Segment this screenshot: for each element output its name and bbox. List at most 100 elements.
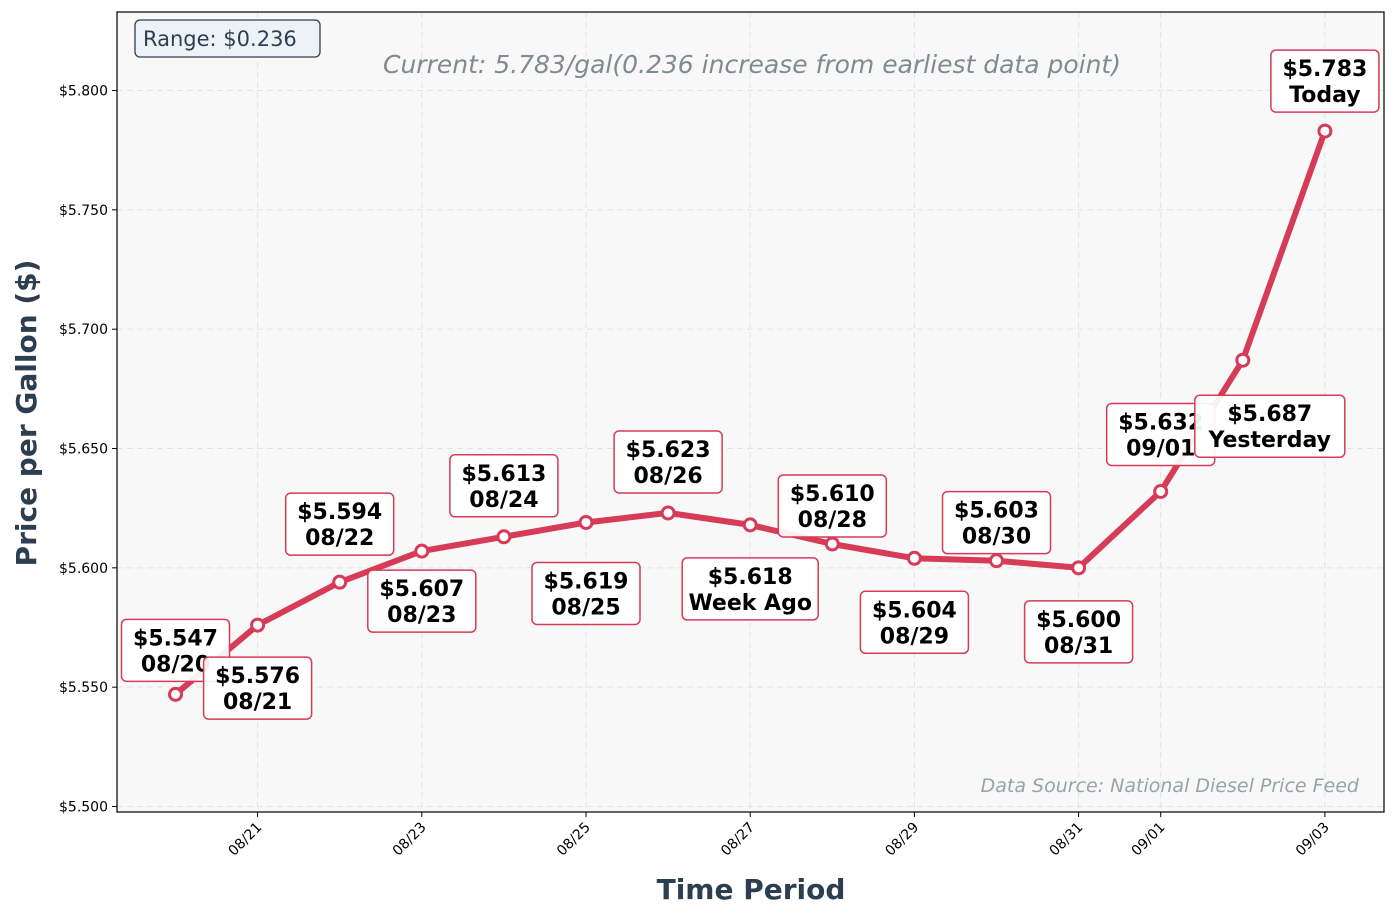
point-label-tag: 08/29 <box>880 624 949 649</box>
point-label-value: $5.594 <box>297 500 382 525</box>
point-label-tag: 08/25 <box>551 595 620 620</box>
point-label-box <box>367 569 477 633</box>
point-label-tag: Week Ago <box>688 591 812 616</box>
data-point <box>414 543 430 559</box>
y-tick-label: $5.550 <box>59 680 108 696</box>
y-axis-title: Price per Gallon ($) <box>10 260 43 567</box>
price-series <box>168 123 1333 702</box>
point-label-value: $5.613 <box>461 462 546 487</box>
point-label-tag: 08/22 <box>305 526 374 551</box>
point-label-box <box>859 590 970 655</box>
point-label-tag: Today <box>1289 83 1360 108</box>
point-label-tag: 08/24 <box>469 488 538 513</box>
data-point <box>742 517 758 533</box>
point-label-value: $5.604 <box>872 598 957 623</box>
point-label-tag: Yesterday <box>1208 428 1331 453</box>
point-label-box <box>284 492 395 556</box>
point-label-value: $5.576 <box>215 664 300 689</box>
point-label-tag: 08/30 <box>962 525 1031 550</box>
point-label-value: $5.619 <box>544 569 629 594</box>
point-label-tag: 09/01 <box>1126 436 1195 461</box>
point-label-tag: 08/21 <box>223 690 292 715</box>
data-point <box>906 550 922 566</box>
point-label-box <box>120 618 231 683</box>
data-point <box>1317 123 1333 139</box>
data-point <box>660 505 676 521</box>
x-tick-label: 08/21 <box>226 820 266 860</box>
x-tick-label: 08/29 <box>882 820 922 860</box>
point-label-tag: 08/31 <box>1044 634 1113 659</box>
data-point <box>332 574 348 590</box>
point-label-box <box>1270 49 1380 113</box>
y-tick-label: $5.500 <box>59 800 108 816</box>
data-point <box>1153 483 1169 499</box>
data-point <box>168 686 183 702</box>
x-axis-ticks: 08/21 08/23 08/25 08/27 08/29 08/31 09/01 09/03 <box>226 812 1333 859</box>
point-label-box <box>449 454 559 518</box>
point-label-value: $5.603 <box>954 499 1039 524</box>
point-label-box <box>531 561 641 626</box>
point-label-value: $5.600 <box>1036 608 1121 633</box>
point-label-value: $5.607 <box>379 577 464 602</box>
point-label-value: $5.687 <box>1227 402 1312 427</box>
point-label-value: $5.618 <box>708 565 793 590</box>
range-box-text: Range: $0.236 <box>143 27 297 51</box>
y-axis-ticks: $5.500 $5.550 $5.600 $5.650 $5.700 $5.750 $5.8… <box>59 84 117 816</box>
range-box: Range: $0.236 <box>134 19 321 58</box>
data-point <box>989 553 1004 569</box>
x-tick-label: 09/01 <box>1129 820 1169 860</box>
point-label-box <box>613 430 723 494</box>
x-tick-label: 08/23 <box>390 820 430 860</box>
point-label-tag: 08/23 <box>387 603 456 628</box>
y-tick-label: $5.650 <box>59 442 108 458</box>
point-label-value: $5.623 <box>626 438 711 463</box>
point-label-box <box>202 656 313 720</box>
data-source-note: Data Source: National Diesel Price Feed <box>981 775 1360 797</box>
point-label-value: $5.610 <box>790 482 875 507</box>
y-tick-label: $5.750 <box>59 203 108 219</box>
point-label-value: $5.547 <box>133 626 218 651</box>
data-point <box>1071 560 1087 576</box>
point-label-box <box>681 557 819 621</box>
current-price-note: Current: 5.783/gal(0.236 increase from e… <box>383 50 1121 79</box>
x-axis-title: Time Period <box>657 873 846 906</box>
y-tick-label: $5.800 <box>59 84 108 100</box>
point-label-tag: 08/28 <box>798 508 867 533</box>
point-label-box <box>777 474 888 538</box>
point-label-tag: 08/26 <box>633 464 702 489</box>
point-label-tag: 08/20 <box>141 652 210 677</box>
x-tick-label: 09/03 <box>1293 820 1333 860</box>
range-box-frame <box>134 19 321 58</box>
x-tick-label: 08/31 <box>1047 820 1087 860</box>
data-point <box>824 536 840 552</box>
y-tick-label: $5.700 <box>59 322 108 338</box>
plot-frame <box>116 11 1385 813</box>
data-point <box>578 514 594 530</box>
point-label-box <box>1194 394 1346 458</box>
point-label-value: $5.632 <box>1118 410 1203 435</box>
point-label-box <box>941 490 1052 555</box>
point-label-value: $5.783 <box>1282 57 1367 82</box>
point-label-box <box>1023 600 1134 664</box>
data-point <box>250 617 266 633</box>
data-point <box>1235 352 1251 368</box>
y-tick-label: $5.600 <box>59 561 108 577</box>
x-tick-label: 08/27 <box>718 820 758 860</box>
data-point <box>496 529 512 545</box>
